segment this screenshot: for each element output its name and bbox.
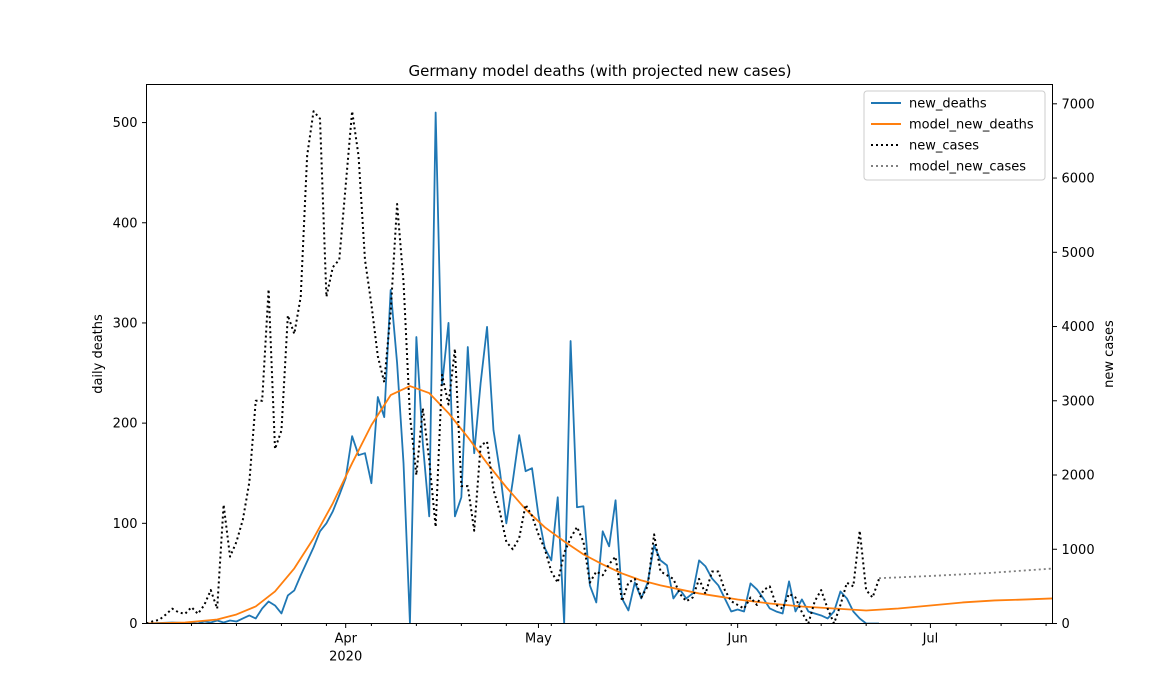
right-axis-title: new cases <box>1102 320 1117 388</box>
x-tick-label: May <box>525 632 552 647</box>
right-y-tick-label: 1000 <box>1062 543 1095 558</box>
legend-label-new-cases: new_cases <box>909 139 979 154</box>
chart-title: Germany model deaths (with projected new… <box>408 62 791 80</box>
series-line-model-new-cases <box>878 567 1053 580</box>
legend-label-model-new-deaths: model_new_deaths <box>909 118 1034 133</box>
left-y-tick-label: 200 <box>113 417 138 432</box>
series-layer <box>146 110 1053 624</box>
x-tick-sublabel: 2020 <box>329 650 362 665</box>
left-y-tick-label: 500 <box>113 116 138 131</box>
legend-label-new-deaths: new_deaths <box>909 97 987 112</box>
plot-frame <box>146 84 1053 624</box>
left-y-tick-label: 300 <box>113 316 138 331</box>
right-axis: 0 1000 2000 3000 4000 5000 6000 7000 <box>1052 97 1095 632</box>
left-axis-title: daily deaths <box>91 314 106 394</box>
legend: new_deaths model_new_deaths new_casesmodel… <box>863 90 1046 181</box>
left-y-tick-label: 100 <box>113 517 138 532</box>
x-tick-label: Jun <box>726 632 747 647</box>
right-y-tick-label: 4000 <box>1062 320 1095 335</box>
legend-label-model-new-cases: model_new_cases <box>909 160 1026 175</box>
right-y-tick-label: 5000 <box>1062 246 1095 261</box>
right-y-tick-label: 2000 <box>1062 469 1095 484</box>
series-line-model-new-deaths <box>146 385 1053 624</box>
right-y-tick-label: 6000 <box>1062 172 1095 187</box>
right-y-tick-label: 7000 <box>1062 97 1095 112</box>
x-axis: Apr 2020 May Jun Jul <box>190 623 1047 665</box>
left-y-tick-label: 400 <box>113 216 138 231</box>
series-line-new-cases <box>146 110 880 624</box>
x-tick-label: Apr <box>334 632 357 647</box>
left-axis: 0 100 200 300 400 500 <box>113 116 147 632</box>
left-y-tick-label: 0 <box>129 617 137 632</box>
legend-box <box>863 90 1046 181</box>
right-y-tick-label: 0 <box>1062 617 1070 632</box>
right-y-tick-label: 3000 <box>1062 394 1095 409</box>
x-tick-label: Jul <box>922 632 939 647</box>
plot-area <box>146 84 1053 624</box>
series-line-new-deaths <box>146 111 880 624</box>
